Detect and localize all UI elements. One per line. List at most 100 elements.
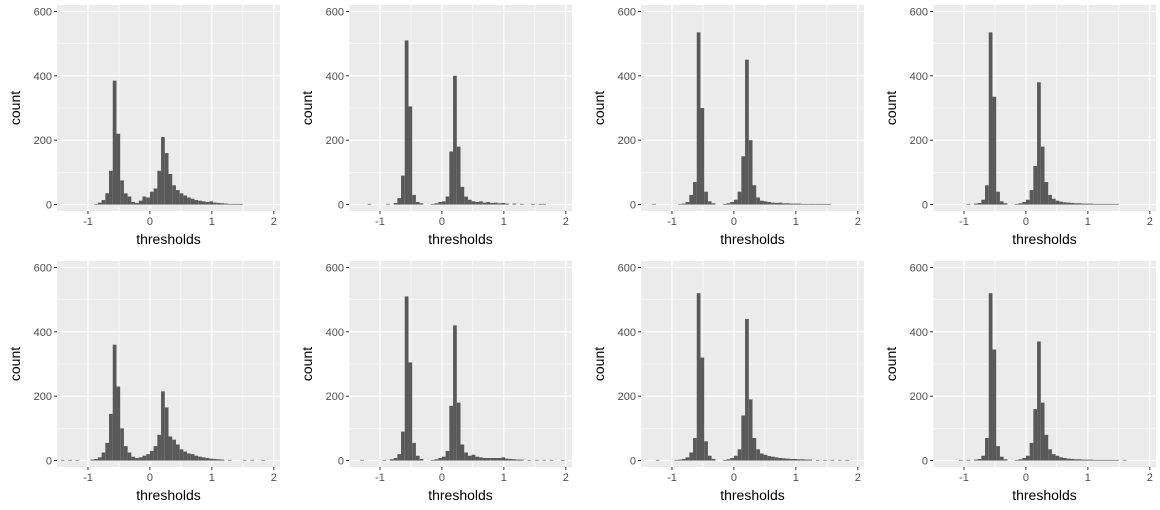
histogram-bar [239,203,243,205]
y-tick-label: 600 [910,262,928,274]
y-tick-label: 600 [326,262,344,274]
histogram-bar [393,457,398,461]
histogram-bar [401,175,405,205]
histogram-bar [482,457,487,461]
y-tick-label: 400 [326,71,344,83]
histogram-bar [404,296,409,461]
x-tick-label: 0 [439,472,445,484]
histogram-bar [681,203,686,205]
histogram-bar [685,457,690,461]
histogram-bar [767,456,772,461]
histogram-bar [808,459,812,461]
histogram-bar [471,454,476,461]
histogram-bar [146,197,150,205]
y-axis-title: count [591,91,607,125]
histogram-bar [826,203,831,205]
histogram-bar [704,441,708,461]
histogram-bar [467,455,472,461]
x-tick-label: 0 [1023,216,1029,228]
histogram-bar [733,199,738,205]
histogram-bar [250,459,254,461]
histogram-bar [1085,459,1090,461]
histogram-bar [261,459,266,461]
histogram-bar [512,459,517,461]
histogram-bar [209,458,214,461]
histogram-bar [1003,203,1008,205]
y-tick-label: 600 [326,6,344,18]
x-tick-label: 1 [501,472,507,484]
histogram-bar [1089,203,1093,205]
histogram-bar [774,202,779,205]
histogram-bar [711,203,716,205]
x-tick-label: 0 [1023,472,1029,484]
histogram-bar [231,203,236,205]
histogram-bar [460,444,465,461]
histogram-bar [519,203,524,205]
histogram-bar [157,434,162,461]
histogram-bar [187,453,191,461]
y-tick-label: 200 [910,391,928,403]
histogram-bar [486,457,491,461]
histogram-bar [785,203,790,205]
histogram-bar [386,203,390,205]
histogram-bar [367,203,372,205]
histogram-bar [1051,454,1056,461]
histogram-bar [415,455,420,461]
histogram-bar [1063,457,1067,461]
histogram-bar [726,459,731,461]
histogram-bar [360,459,364,461]
histogram-bar [771,456,775,461]
histogram-bar [112,80,117,205]
histogram-bar [172,439,176,461]
histogram-bar [778,457,783,461]
histogram-bar [382,459,387,461]
histogram-panel: -1 0 1 2 0 200 400 600 thresholds count [883,5,1156,247]
x-tick-label: 0 [731,472,737,484]
histogram-bar [1040,402,1045,461]
histogram-bar [419,458,424,461]
y-tick-label: 200 [910,135,928,147]
histogram-bar [542,459,546,461]
histogram-bar [90,459,95,461]
y-tick-label: 0 [338,200,344,212]
histogram-bar [1066,202,1071,205]
histogram-bar [198,456,202,461]
x-tick-label: 0 [147,216,153,228]
histogram-bar [434,203,439,205]
y-axis-title: count [883,91,899,125]
histogram-bar [531,203,535,205]
histogram-bar [179,193,184,205]
y-tick-label: 200 [618,391,636,403]
y-tick-label: 400 [910,71,928,83]
histogram-bar [175,190,180,205]
histogram-bar [830,459,835,461]
x-tick-label: -1 [375,216,385,228]
histogram-bar [988,32,993,205]
histogram-bar [120,180,124,205]
histogram-bar [227,459,232,461]
histogram-bar [97,457,102,461]
histogram-bar [142,196,147,205]
histogram-bar [655,459,660,461]
histogram-bar [490,457,494,461]
histogram-bar [722,459,727,461]
x-tick-label: 2 [271,216,277,228]
histogram-bar [778,202,783,205]
histogram-bar [94,203,98,205]
histogram-bar [685,201,690,205]
histogram-bar [146,454,150,461]
y-tick-label: 600 [618,6,636,18]
x-tick-label: -1 [83,472,93,484]
histogram-bar [519,459,524,461]
histogram-bar [493,202,498,205]
histogram-bar [475,201,480,205]
histogram-bar [471,201,476,205]
histogram-bar [689,452,694,461]
histogram-bar [1014,459,1019,461]
histogram-bar [497,457,502,461]
histogram-bar [430,203,435,205]
histogram-bar [419,203,424,205]
y-tick-label: 400 [326,327,344,339]
y-axis-title: count [883,347,899,381]
y-axis-title: count [7,91,23,125]
